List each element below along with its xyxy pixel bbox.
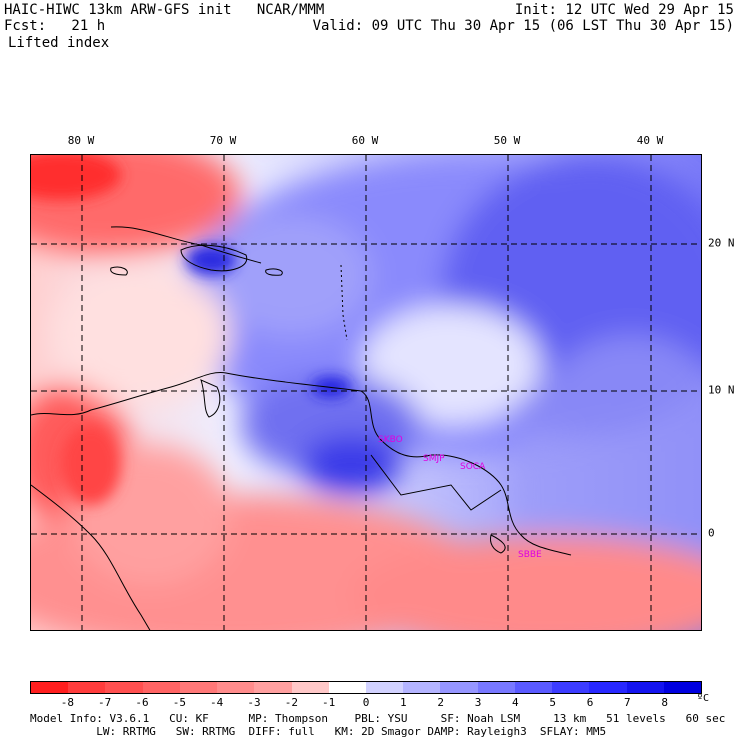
colorbar-tick-label: 8 <box>661 696 668 709</box>
station-label-skbo: SKBO <box>378 435 403 445</box>
colorbar-swatch <box>477 682 515 693</box>
colorbar-unit: ºC <box>697 693 710 704</box>
colorbar-swatch <box>403 682 441 693</box>
colorbar-tick-label: 6 <box>586 696 594 709</box>
colorbar-tick-label: -3 <box>247 696 261 709</box>
graticule <box>31 155 701 630</box>
colorbar-swatch <box>217 682 255 693</box>
li-field <box>31 155 701 630</box>
colorbar-swatch <box>663 682 701 693</box>
colorbar-swatch <box>626 682 664 693</box>
colorbar-tick-label: 3 <box>474 696 482 709</box>
station-label-sbbe: SBBE <box>518 550 542 560</box>
colorbar-tick-label: 2 <box>437 696 444 709</box>
coastlines <box>31 226 572 630</box>
colorbar-tick-label: -2 <box>284 696 298 709</box>
lon-label-50w: 50 W <box>493 134 521 147</box>
model-info-line2: LW: RRTMG SW: RRTMG DIFF: full KM: 2D Sm… <box>30 725 607 738</box>
forecast-map: SKBO SMJP SOCA SBBE <box>30 154 702 631</box>
colorbar-tick-label: 1 <box>400 696 407 709</box>
colorbar-swatch <box>589 682 627 693</box>
colorbar-tick-label: 4 <box>512 696 519 709</box>
lon-label-70w: 70 W <box>209 134 237 147</box>
colorbar-swatch <box>68 682 106 693</box>
lon-label-80w: 80 W <box>67 134 95 147</box>
lon-label-40w: 40 W <box>636 134 664 147</box>
colorbar-swatch <box>142 682 180 693</box>
lat-label-20n: 20 N <box>708 236 735 250</box>
colorbar-tick-label: -5 <box>172 696 186 709</box>
colorbar-swatch <box>365 682 404 693</box>
colorbar-tick-label: 5 <box>549 696 556 709</box>
station-label-soca: SOCA <box>460 462 486 472</box>
colorbar-tick-label: 0 <box>362 696 370 709</box>
colorbar-swatch <box>105 682 143 693</box>
valid-time: Valid: 09 UTC Thu 30 Apr 15 (06 LST Thu … <box>312 18 734 34</box>
colorbar-tick-label: -8 <box>60 696 74 709</box>
init-time: Init: 12 UTC Wed 29 Apr 15 <box>514 2 734 18</box>
field-name: Lifted index <box>8 35 110 51</box>
colorbar-swatch <box>440 682 478 693</box>
colorbar-tick-label: -6 <box>135 696 149 709</box>
lat-label-eq: 0 <box>708 526 715 540</box>
colorbar-swatch <box>291 682 329 693</box>
colorbar-tick-label: -4 <box>210 696 224 709</box>
lat-label-10n: 10 N <box>708 383 735 397</box>
model-info-line1: Model Info: V3.6.1 CU: KF MP: Thompson P… <box>30 712 726 725</box>
station-label-smjp: SMJP <box>423 454 445 464</box>
colorbar-swatch <box>31 682 69 693</box>
colorbar-tick-label: -7 <box>98 696 112 709</box>
model-title: HAIC-HIWC 13km ARW-GFS init NCAR/MMM <box>4 2 325 18</box>
colorbar <box>30 681 702 694</box>
lon-label-60w: 60 W <box>351 134 379 147</box>
colorbar-swatch <box>179 682 218 693</box>
forecast-hour: Fcst: 21 h <box>4 18 106 34</box>
colorbar-tick-label: -1 <box>322 696 336 709</box>
colorbar-swatch <box>254 682 292 693</box>
colorbar-swatch <box>552 682 590 693</box>
colorbar-swatch <box>328 682 366 693</box>
colorbar-tick-label: 7 <box>624 696 631 709</box>
colorbar-swatch <box>514 682 553 693</box>
